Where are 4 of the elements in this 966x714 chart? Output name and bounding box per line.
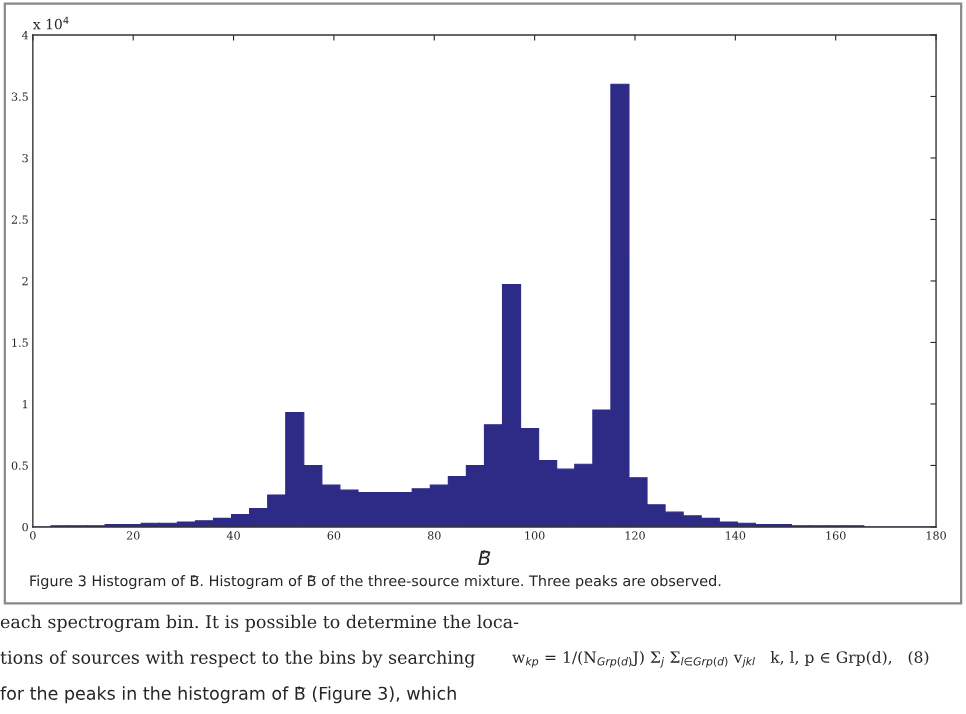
x-axis-title: B⃖	[478, 550, 491, 565]
text: each spectrogram bin. It is possible to determine the loca-	[0, 614, 519, 632]
text: tions of sources with respect to the bins by searching	[0, 650, 475, 668]
text: for the peaks in the histogram of B⃖ (Figure 3), which	[0, 686, 456, 704]
